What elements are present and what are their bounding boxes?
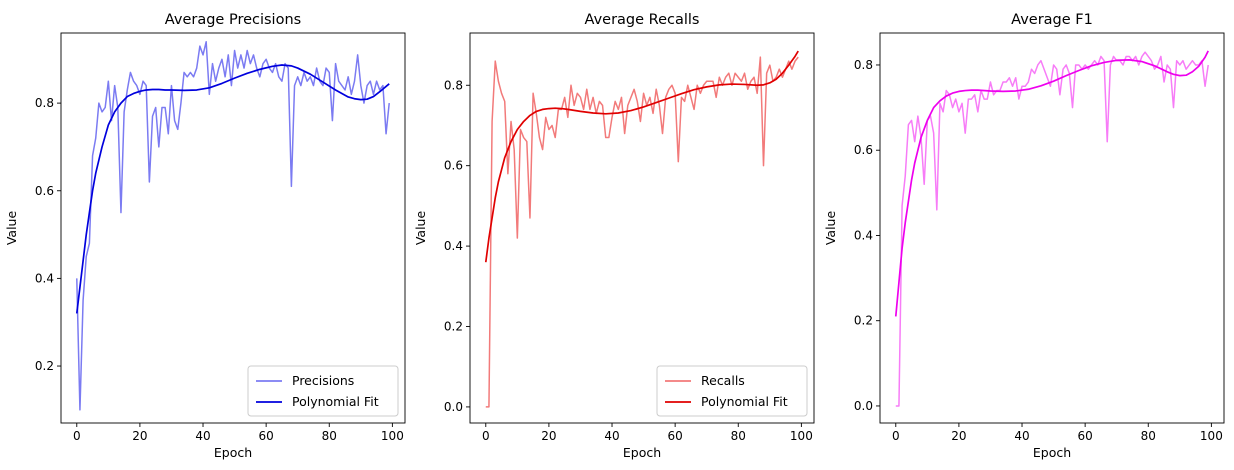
polynomial-fit-line: [75, 64, 390, 314]
chart-panel-1: Average Precisions 0 20 40 60 80 100 0.2 0.4 0.6 0…: [4, 12, 406, 460]
y-tick-label: 0.4: [444, 239, 463, 253]
y-tick-label: 0.0: [854, 399, 873, 413]
legend-entry-label: Polynomial Fit: [701, 394, 788, 409]
y-axis-label: Value: [4, 211, 19, 246]
y-tick-label: 0.8: [854, 58, 873, 72]
y-axis-label: Value: [823, 211, 838, 246]
plot-frame: [879, 32, 1225, 424]
y-tick-label: 0.8: [35, 96, 54, 110]
x-tick-label: 80: [731, 429, 746, 443]
x-tick-label: 20: [541, 429, 556, 443]
chart-panel-3: Average F1 0 20 40 60 80 100 0.0 0.2 0.4 0.6 0.8 Epo…: [823, 12, 1225, 460]
y-tick-label: 0.6: [35, 184, 54, 198]
x-tick-label: 60: [258, 429, 273, 443]
data-series-line: [485, 56, 799, 408]
data-series-line: [76, 41, 390, 411]
x-tick-label: 60: [1077, 429, 1092, 443]
x-tick-label: 80: [322, 429, 337, 443]
y-tick-label: 0.2: [854, 314, 873, 328]
polynomial-fit-line: [894, 50, 1209, 317]
x-tick-label: 100: [1200, 429, 1223, 443]
y-tick-label: 0.6: [854, 143, 873, 157]
legend-box: [247, 365, 399, 417]
x-tick-label: 20: [951, 429, 966, 443]
polynomial-fit-line: [484, 50, 799, 263]
y-tick-label: 0.2: [35, 359, 54, 373]
y-tick-label: 0.4: [35, 271, 54, 285]
legend: Recalls Polynomial Fit: [656, 365, 808, 417]
y-tick-label: 0.4: [854, 228, 873, 242]
y-tick-label: 0.0: [444, 400, 463, 414]
x-tick-label: 100: [790, 429, 813, 443]
x-tick-label: 0: [892, 429, 900, 443]
data-series-line: [895, 51, 1209, 407]
y-tick-label: 0.8: [444, 78, 463, 92]
x-tick-label: 0: [482, 429, 490, 443]
legend-entry-label: Recalls: [701, 373, 745, 388]
plot-frame: [469, 32, 815, 424]
y-tick-label: 0.6: [444, 159, 463, 173]
x-tick-label: 40: [1014, 429, 1029, 443]
x-axis-label: Epoch: [623, 445, 661, 460]
chart-title: Average Recalls: [585, 12, 700, 28]
chart-panel-2: Average Recalls 0 20 40 60 80 100 0.0 0.2 0.4 0.6 0…: [413, 12, 815, 460]
x-tick-label: 100: [381, 429, 404, 443]
legend-box: [656, 365, 808, 417]
chart-title: Average F1: [1011, 12, 1093, 28]
y-axis-label: Value: [413, 211, 428, 246]
x-tick-label: 0: [73, 429, 81, 443]
x-tick-label: 40: [195, 429, 210, 443]
x-tick-label: 60: [667, 429, 682, 443]
x-axis-label: Epoch: [214, 445, 252, 460]
x-axis-label: Epoch: [1033, 445, 1071, 460]
x-tick-label: 20: [132, 429, 147, 443]
x-tick-label: 40: [604, 429, 619, 443]
plot-frame: [60, 32, 406, 424]
legend: Precisions Polynomial Fit: [247, 365, 399, 417]
chart-title: Average Precisions: [165, 12, 301, 28]
legend-entry-label: Precisions: [292, 373, 354, 388]
legend-entry-label: Polynomial Fit: [292, 394, 379, 409]
y-tick-label: 0.2: [444, 320, 463, 334]
x-tick-label: 80: [1141, 429, 1156, 443]
